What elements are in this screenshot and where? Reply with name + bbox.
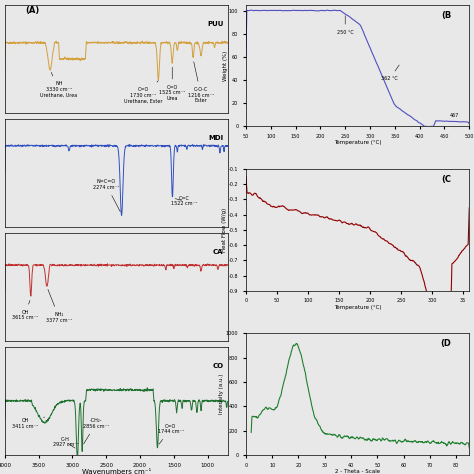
- Text: (A): (A): [25, 7, 39, 16]
- Text: CO: CO: [212, 363, 224, 369]
- Text: (C: (C: [441, 175, 451, 184]
- Text: OH
3615 cm⁻¹: OH 3615 cm⁻¹: [12, 301, 38, 320]
- Text: (B: (B: [441, 11, 451, 20]
- Text: C=O
1525 cm⁻¹
Urea: C=O 1525 cm⁻¹ Urea: [159, 67, 185, 101]
- Y-axis label: Heat Flow (W/g): Heat Flow (W/g): [222, 208, 228, 252]
- Text: 467: 467: [450, 113, 459, 118]
- Text: C=O
1730 cm⁻¹
Urethane, Ester: C=O 1730 cm⁻¹ Urethane, Ester: [124, 81, 163, 103]
- X-axis label: Wavenumbers cm⁻¹: Wavenumbers cm⁻¹: [82, 469, 151, 474]
- Text: PUU: PUU: [207, 21, 224, 27]
- Y-axis label: Weight (%): Weight (%): [222, 50, 228, 81]
- X-axis label: 2 - Theta - Scale: 2 - Theta - Scale: [335, 469, 380, 474]
- Text: NH
3330 cm⁻¹
Urethane, Urea: NH 3330 cm⁻¹ Urethane, Urea: [40, 73, 78, 98]
- Text: 250 °C: 250 °C: [337, 16, 354, 35]
- Text: OH
3411 cm⁻¹: OH 3411 cm⁻¹: [12, 417, 45, 429]
- Text: C=C
1522 cm⁻¹: C=C 1522 cm⁻¹: [171, 196, 197, 207]
- Text: C=O
1744 cm⁻¹: C=O 1744 cm⁻¹: [157, 424, 183, 444]
- Text: C-H
2927 cm⁻¹: C-H 2927 cm⁻¹: [53, 437, 79, 448]
- Text: NH₂
3377 cm⁻¹: NH₂ 3377 cm⁻¹: [46, 290, 72, 323]
- Text: -CH₂-
2856 cm⁻¹: -CH₂- 2856 cm⁻¹: [83, 418, 109, 444]
- X-axis label: Temperature (°C): Temperature (°C): [334, 140, 382, 146]
- Text: MDI: MDI: [209, 135, 224, 141]
- Text: 362 °C: 362 °C: [382, 65, 399, 81]
- X-axis label: Temperature (°C): Temperature (°C): [334, 305, 382, 310]
- Text: CA: CA: [213, 249, 224, 255]
- Text: C-O-C
1216 cm⁻¹
Ester: C-O-C 1216 cm⁻¹ Ester: [188, 62, 214, 103]
- Text: N=C=O
2274 cm⁻¹: N=C=O 2274 cm⁻¹: [93, 179, 120, 212]
- Y-axis label: Intensity (a.u.): Intensity (a.u.): [219, 374, 224, 414]
- Text: (D: (D: [440, 339, 451, 348]
